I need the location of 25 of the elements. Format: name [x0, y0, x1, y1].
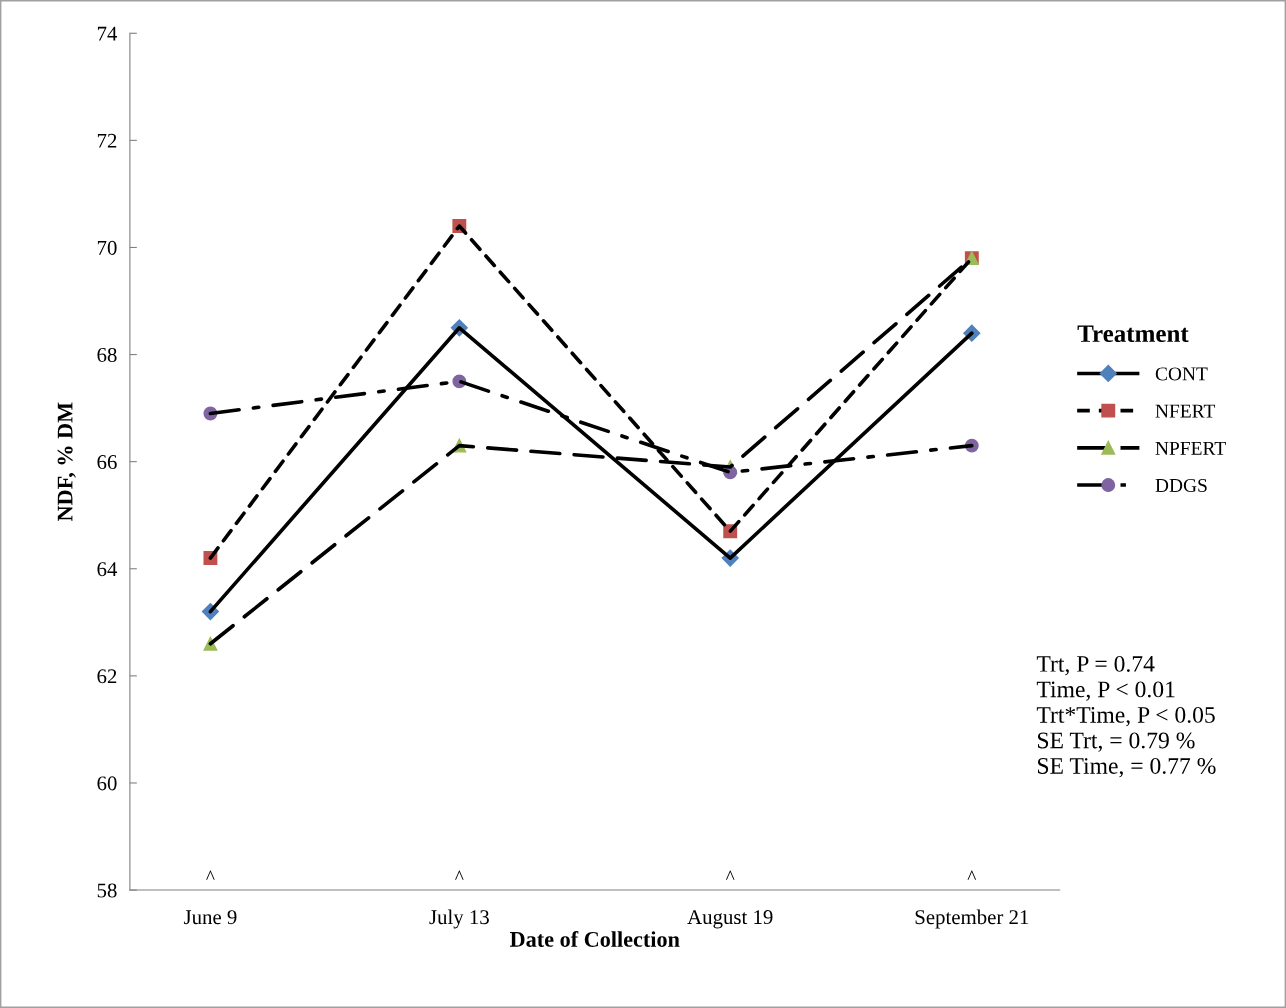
annotation: ^: [725, 870, 735, 880]
y-tick-label: 62: [97, 669, 117, 684]
legend-label: NFERT: [1155, 404, 1216, 418]
y-tick-label: 64: [97, 562, 118, 577]
x-tick-label: June 9: [183, 910, 237, 925]
annotation: ^: [206, 870, 215, 880]
y-tick-label: 72: [97, 133, 117, 148]
legend-title: Treatment: [1077, 325, 1189, 343]
legend-label: NPFERT: [1155, 441, 1226, 455]
annotation: ^: [455, 870, 464, 880]
y-tick-label: 66: [97, 455, 117, 470]
x-tick-label: July 13: [429, 909, 489, 929]
legend-label: CONT: [1155, 367, 1208, 381]
x-axis-title: Date of Collection: [510, 931, 680, 947]
annotation: ^: [967, 870, 977, 880]
y-tick-label: 60: [97, 776, 117, 791]
y-axis-title: NDF, % DM: [57, 402, 76, 522]
y-tick-label: 70: [97, 240, 117, 255]
y-tick-label: 74: [97, 26, 118, 41]
y-tick-label: 68: [97, 347, 117, 362]
annotation: Trt, P = 0.74 Time, P < 0.01 Trt*Time, P < 0.05 SE Trt, = 0.79 % SE Time, = 0.77 %: [1036, 655, 1216, 778]
x-tick-label: September 21: [915, 909, 1029, 929]
x-tick-label: August 19: [687, 910, 773, 929]
y-tick-label: 58: [97, 883, 117, 898]
legend-label: DDGS: [1155, 478, 1207, 493]
